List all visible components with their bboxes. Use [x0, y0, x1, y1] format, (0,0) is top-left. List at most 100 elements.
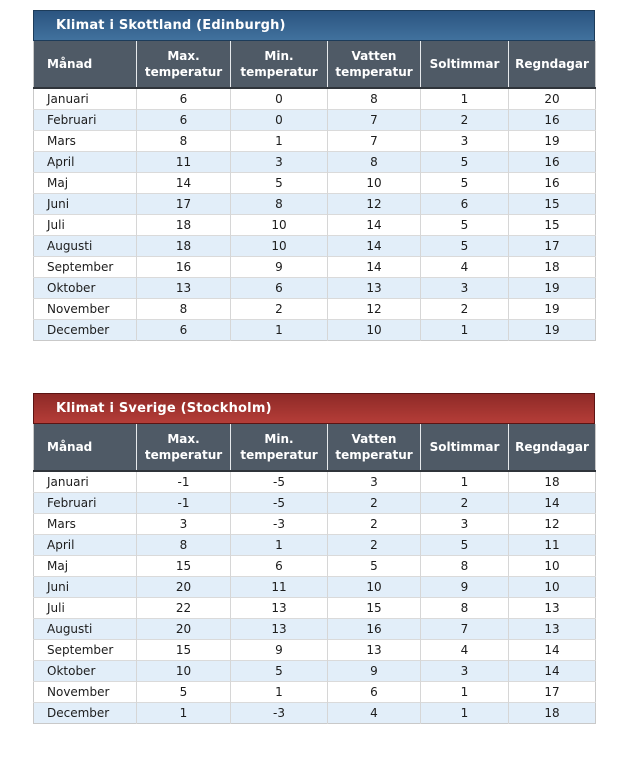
- value-cell: 18: [508, 471, 596, 493]
- value-cell: -1: [136, 471, 231, 493]
- climate-table-stockholm: Klimat i Sverige (Stockholm) Månad Max. t…: [33, 393, 596, 724]
- climate-data-table: Månad Max. temperatur Min. temperatur Vatte…: [33, 41, 596, 341]
- column-header: Regndagar: [508, 424, 596, 472]
- value-cell: 22: [136, 597, 231, 619]
- value-cell: 7: [327, 109, 421, 131]
- value-cell: 5: [136, 681, 231, 703]
- value-cell: 10: [327, 319, 421, 341]
- value-cell: 9: [230, 639, 328, 661]
- value-cell: 20: [136, 576, 231, 598]
- month-cell: Juni: [33, 576, 137, 598]
- table-title-edinburgh: Klimat i Skottland (Edinburgh): [33, 10, 595, 41]
- table-row: April 11 3 8 5 16: [33, 151, 596, 173]
- value-cell: 4: [420, 639, 509, 661]
- table-row: Oktober 13 6 13 3 19: [33, 277, 596, 299]
- value-cell: 1: [230, 681, 328, 703]
- value-cell: 1: [420, 681, 509, 703]
- value-cell: 13: [230, 597, 328, 619]
- value-cell: 11: [136, 151, 231, 173]
- value-cell: 17: [136, 193, 231, 215]
- table-row: Januari 6 0 8 1 20: [34, 88, 596, 110]
- value-cell: 14: [327, 256, 421, 278]
- value-cell: 10: [508, 576, 596, 598]
- value-cell: 9: [230, 256, 328, 278]
- value-cell: 3: [420, 513, 509, 535]
- month-cell: Juli: [33, 597, 137, 619]
- value-cell: -1: [136, 492, 231, 514]
- value-cell: 8: [327, 151, 421, 173]
- value-cell: 5: [327, 555, 421, 577]
- value-cell: -3: [230, 702, 328, 724]
- month-cell: Augusti: [33, 235, 137, 257]
- value-cell: 5: [230, 660, 328, 682]
- month-cell: September: [33, 256, 137, 278]
- value-cell: 3: [136, 513, 231, 535]
- month-cell: Mars: [33, 130, 137, 152]
- month-cell: Maj: [33, 172, 137, 194]
- month-cell: April: [33, 534, 137, 556]
- value-cell: 14: [327, 235, 421, 257]
- value-cell: 20: [136, 618, 231, 640]
- month-cell: Januari: [47, 475, 89, 489]
- value-cell: 15: [508, 214, 596, 236]
- value-cell: 13: [327, 277, 421, 299]
- value-cell: 6: [420, 193, 509, 215]
- table-row: November 8 2 12 2 19: [33, 298, 596, 320]
- value-cell: 6: [327, 681, 421, 703]
- value-cell: 12: [327, 298, 421, 320]
- value-cell: 10: [508, 555, 596, 577]
- table-row: Juni 20 11 10 9 10: [33, 576, 596, 598]
- column-header: Min. temperatur: [230, 424, 328, 472]
- table-header: Månad Max. temperatur Min. temperatur Vatte…: [33, 424, 596, 472]
- value-cell: 5: [420, 235, 509, 257]
- table-row: November 5 1 6 1 17: [33, 681, 596, 703]
- value-cell: 15: [136, 639, 231, 661]
- value-cell: 13: [230, 618, 328, 640]
- value-cell: 3: [327, 471, 421, 493]
- value-cell: 19: [508, 298, 596, 320]
- value-cell: 3: [420, 130, 509, 152]
- value-cell: 7: [327, 130, 421, 152]
- value-cell: 6: [136, 109, 231, 131]
- month-cell: Februari: [33, 492, 137, 514]
- table-row: December 1 -3 4 1 18: [33, 702, 596, 724]
- table-row: Oktober 10 5 9 3 14: [33, 660, 596, 682]
- table-row: Juni 17 8 12 6 15: [33, 193, 596, 215]
- month-cell: Januari: [47, 92, 89, 106]
- value-cell: 1: [230, 130, 328, 152]
- value-cell: 16: [327, 618, 421, 640]
- value-cell: 2: [230, 298, 328, 320]
- value-cell: 2: [420, 109, 509, 131]
- month-cell: Juli: [33, 214, 137, 236]
- value-cell: 2: [327, 534, 421, 556]
- column-header: Vatten temperatur: [327, 424, 421, 472]
- month-cell: Oktober: [33, 660, 137, 682]
- value-cell: 10: [230, 235, 328, 257]
- table-row: Juli 18 10 14 5 15: [33, 214, 596, 236]
- value-cell: 11: [508, 534, 596, 556]
- table-row: Maj 14 5 10 5 16: [33, 172, 596, 194]
- value-cell: 8: [230, 193, 328, 215]
- value-cell: 0: [230, 88, 328, 110]
- value-cell: 1: [230, 319, 328, 341]
- value-cell: 13: [136, 277, 231, 299]
- table-row: Juli 22 13 15 8 13: [33, 597, 596, 619]
- value-cell: 8: [136, 534, 231, 556]
- value-cell: 18: [136, 235, 231, 257]
- value-cell: 1: [136, 702, 231, 724]
- value-cell: 16: [508, 151, 596, 173]
- month-cell: Augusti: [33, 618, 137, 640]
- value-cell: 3: [230, 151, 328, 173]
- value-cell: 5: [230, 172, 328, 194]
- value-cell: 8: [136, 298, 231, 320]
- table-body: Januari 6 0 8 1 20 Februari 6 0 7 2 16 Mars 8 1 7 3 19 Apr…: [33, 88, 596, 341]
- table-header: Månad Max. temperatur Min. temperatur Vatte…: [33, 41, 596, 89]
- value-cell: 8: [136, 130, 231, 152]
- month-cell: November: [33, 681, 137, 703]
- month-cell: November: [33, 298, 137, 320]
- column-header-month: Månad: [33, 41, 137, 89]
- value-cell: 5: [420, 214, 509, 236]
- value-cell: 3: [420, 277, 509, 299]
- value-cell: 7: [420, 618, 509, 640]
